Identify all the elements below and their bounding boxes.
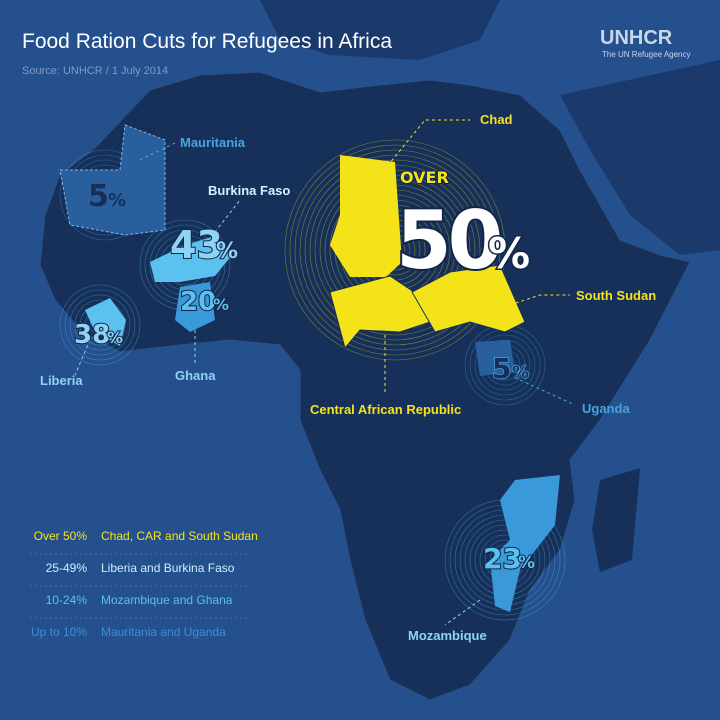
europe: [260, 0, 500, 60]
value-unit: %: [512, 363, 529, 383]
country-label: Mozambique: [408, 628, 487, 643]
mauritania: [59, 124, 166, 236]
value-number: 5: [88, 179, 109, 214]
legend-countries: Mauritania and Uganda: [101, 625, 226, 639]
leaders: [74, 119, 576, 626]
source: Source: UNHCR / 1 July 2014: [22, 65, 168, 77]
ring: [59, 284, 141, 366]
ring: [304, 159, 486, 341]
logo-tagline: The UN Refugee Agency: [602, 50, 691, 59]
value-number: 5: [492, 352, 511, 385]
ring: [69, 294, 131, 356]
ring: [289, 144, 501, 356]
legend-countries: Liberia and Burkina Faso: [101, 561, 235, 575]
country-label: Ghana: [175, 368, 216, 383]
ring: [474, 334, 536, 396]
ring: [74, 299, 126, 351]
arabia: [560, 60, 720, 255]
chad: [330, 155, 402, 277]
value-number: 23: [483, 542, 522, 575]
country-label: Burkina Faso: [208, 183, 290, 198]
south-sudan: [411, 264, 526, 333]
uganda: [475, 340, 515, 376]
value-number: 43: [170, 223, 223, 267]
value-prefix: OVER: [400, 168, 449, 187]
country-label: Chad: [480, 112, 513, 127]
central-african-republic: [329, 275, 431, 350]
value-unit: %: [518, 553, 535, 573]
value-number: 50: [396, 194, 500, 287]
country-label: Mauritania: [180, 135, 246, 150]
legend-range: Over 50%: [34, 529, 88, 543]
liberia: [85, 298, 126, 346]
ring: [284, 139, 506, 361]
ghana: [175, 282, 215, 332]
title: Food Ration Cuts for Refugees in Africa: [22, 30, 392, 53]
country-label: South Sudan: [576, 288, 656, 303]
legend-range: Up to 10%: [31, 625, 87, 639]
legend-range: 25-49%: [46, 561, 88, 575]
legend-countries: Chad, CAR and South Sudan: [101, 529, 258, 543]
value-unit: %: [107, 328, 123, 347]
mozambique: [490, 475, 560, 612]
value-unit: %: [213, 295, 229, 314]
logo: UNHCR: [600, 27, 673, 49]
country-label: Liberia: [40, 373, 83, 388]
country-label: Uganda: [582, 401, 630, 416]
value-unit: %: [108, 190, 126, 211]
ring: [64, 289, 136, 361]
madagascar: [592, 468, 640, 572]
legend-range: 10-24%: [46, 593, 88, 607]
legend: Over 50% Chad, CAR and South Sudan 25-49% L…: [30, 529, 258, 639]
value-number: 38: [74, 320, 110, 350]
ring: [294, 149, 496, 351]
value-unit: %: [488, 229, 530, 278]
value-unit: %: [216, 239, 238, 264]
legend-countries: Mozambique and Ghana: [101, 593, 233, 607]
value-number: 20: [180, 287, 216, 317]
ring: [299, 154, 491, 346]
country-label: Central African Republic: [310, 402, 461, 417]
burkina-faso: [150, 236, 232, 282]
